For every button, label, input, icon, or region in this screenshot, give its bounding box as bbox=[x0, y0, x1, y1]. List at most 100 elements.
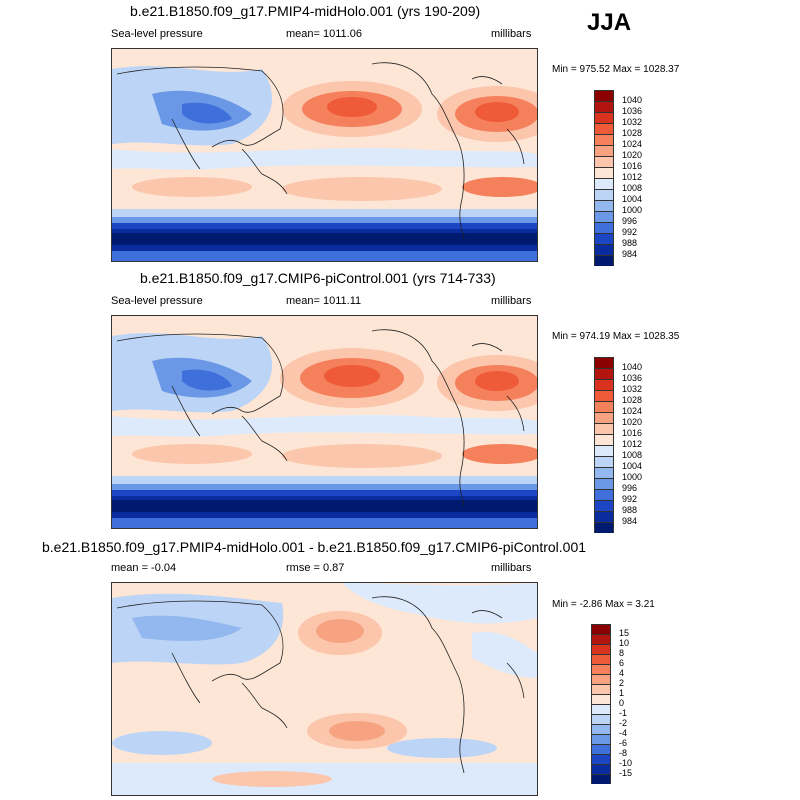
panel3-title: b.e21.B1850.f09_g17.PMIP4-midHolo.001 - … bbox=[42, 539, 587, 555]
panel1-colorbar-swatch bbox=[594, 134, 614, 145]
panel3-colorbar: 15 10 8 6 4 2 1 0 -1 -2 -4 -6 -8 -10 -15 bbox=[591, 624, 632, 784]
panel3-colorbar-swatch bbox=[591, 714, 611, 724]
panel2-map bbox=[111, 315, 538, 529]
panel3-map bbox=[111, 582, 538, 796]
panel3-colorbar-swatch bbox=[591, 674, 611, 684]
panel2-colorbar-swatch bbox=[594, 368, 614, 379]
panel2-colorbar-swatch bbox=[594, 456, 614, 467]
panel1-colorbar-label: 988 bbox=[622, 238, 638, 248]
panel1-colorbar-swatch bbox=[594, 90, 614, 101]
panel1-colorbar-label: 984 bbox=[622, 249, 638, 259]
panel1-colorbar-swatch bbox=[594, 222, 614, 233]
panel2-colorbar-label: 988 bbox=[622, 505, 638, 515]
asian-low-deep bbox=[182, 102, 232, 124]
north-atlantic-high-core bbox=[475, 102, 519, 122]
panel3-minmax: Min = -2.86 Max = 3.21 bbox=[552, 599, 655, 610]
equatorial-trough bbox=[112, 414, 537, 437]
asian-low-deep bbox=[182, 369, 232, 391]
panel3-colorbar-swatch bbox=[591, 654, 611, 664]
season-label: JJA bbox=[587, 9, 632, 36]
panel3-colorbar-label: 10 bbox=[619, 638, 630, 648]
panel3-colorbar-label: -8 bbox=[619, 748, 628, 758]
panel2-colorbar-label: 1008 bbox=[622, 450, 643, 460]
panel2-minmax: Min = 974.19 Max = 1028.35 bbox=[552, 331, 680, 342]
south-atlantic-high bbox=[462, 177, 537, 197]
panel3-colorbar-swatch bbox=[591, 754, 611, 764]
equatorial-trough bbox=[112, 147, 537, 170]
south-pacific-high bbox=[282, 177, 442, 201]
panel1-colorbar-swatch bbox=[594, 145, 614, 156]
panel2-colorbar-label: 1000 bbox=[622, 472, 643, 482]
panel2-colorbar-swatch bbox=[594, 412, 614, 423]
panel3-rmse-label: rmse = 0.87 bbox=[286, 562, 345, 574]
panel2-colorbar-swatch bbox=[594, 467, 614, 478]
panel3-colorbar-swatch bbox=[591, 734, 611, 744]
panel2-colorbar-label: 1004 bbox=[622, 461, 643, 471]
panel3-colorbar-swatch bbox=[591, 624, 611, 634]
panel2-colorbar-label: 1020 bbox=[622, 417, 643, 427]
panel2-colorbar-swatch bbox=[594, 357, 614, 368]
antarctic-fringe bbox=[112, 251, 537, 261]
panel1-colorbar-label: 1000 bbox=[622, 205, 643, 215]
north-atlantic-negative bbox=[472, 632, 537, 678]
south-atlantic-high bbox=[462, 444, 537, 464]
panel3-colorbar-swatch bbox=[591, 774, 611, 784]
panel2-variable-label: Sea-level pressure bbox=[111, 295, 203, 307]
panel1-colorbar-swatch bbox=[594, 156, 614, 167]
coastlines bbox=[116, 596, 525, 774]
panel3-colorbar-swatch bbox=[591, 664, 611, 674]
panel3-colorbar-label: 2 bbox=[619, 678, 625, 688]
panel2-colorbar-swatch bbox=[594, 478, 614, 489]
panel3-colorbar-swatch bbox=[591, 704, 611, 714]
panel1-colorbar-label: 1036 bbox=[622, 106, 643, 116]
south-indian-high bbox=[132, 444, 252, 464]
panel3-units-label: millibars bbox=[491, 562, 532, 574]
panel3-colorbar-swatch bbox=[591, 764, 611, 774]
panel3-colorbar-swatch bbox=[591, 634, 611, 644]
panel3-colorbar-label: -2 bbox=[619, 718, 628, 728]
panel2-colorbar-swatch bbox=[594, 379, 614, 390]
coastlines bbox=[116, 62, 525, 240]
southern-ocean-core bbox=[112, 233, 537, 245]
panel1-colorbar-label: 1024 bbox=[622, 139, 643, 149]
panel3-colorbar-swatch bbox=[591, 744, 611, 754]
south-indian-negative bbox=[112, 731, 212, 755]
panel1-colorbar-swatch bbox=[594, 233, 614, 244]
panel2-colorbar-label: 1040 bbox=[622, 362, 643, 372]
north-pacific-high-core bbox=[327, 97, 377, 117]
panel1-mean-label: mean= 1011.06 bbox=[286, 28, 362, 40]
panel1-variable-label: Sea-level pressure bbox=[111, 28, 203, 40]
panel3-colorbar-swatch bbox=[591, 694, 611, 704]
panel3-colorbar-swatch bbox=[591, 644, 611, 654]
panel1-colorbar-swatch bbox=[594, 200, 614, 211]
southern-ocean-positive bbox=[212, 771, 332, 787]
panel2-colorbar: 1040 1036 1032 1028 1024 1020 1016 1012 … bbox=[594, 357, 642, 533]
panel3-colorbar-label: -10 bbox=[619, 758, 633, 768]
panel1-units-label: millibars bbox=[491, 28, 532, 40]
panel1-colorbar-swatch bbox=[594, 211, 614, 222]
asia-negative-core bbox=[132, 615, 242, 641]
panel2-title: b.e21.B1850.f09_g17.CMIP6-piControl.001 … bbox=[140, 270, 496, 286]
arctic-negative-anomaly bbox=[342, 583, 537, 624]
panel2-colorbar-label: 984 bbox=[622, 516, 638, 526]
panel3-colorbar-label: 15 bbox=[619, 628, 630, 638]
panel1-colorbar-swatch bbox=[594, 189, 614, 200]
panel1-colorbar-swatch bbox=[594, 123, 614, 134]
panel1-colorbar-label: 1016 bbox=[622, 161, 643, 171]
south-pacific-high bbox=[282, 444, 442, 468]
panel2-colorbar-label: 996 bbox=[622, 483, 638, 493]
north-pacific-positive-core bbox=[316, 619, 364, 643]
panel1-colorbar-label: 1020 bbox=[622, 150, 643, 160]
panel3-colorbar-label: 4 bbox=[619, 668, 625, 678]
panel3-colorbar-swatch bbox=[591, 684, 611, 694]
panel2-colorbar-label: 1016 bbox=[622, 428, 643, 438]
panel1-colorbar-swatch bbox=[594, 101, 614, 112]
panel1-colorbar-swatch bbox=[594, 255, 614, 266]
panel1-colorbar-label: 1028 bbox=[622, 128, 643, 138]
panel1-colorbar-label: 1004 bbox=[622, 194, 643, 204]
panel3-mean-label: mean = -0.04 bbox=[111, 562, 177, 574]
panel1-colorbar-label: 996 bbox=[622, 216, 638, 226]
panel2-colorbar-swatch bbox=[594, 401, 614, 412]
panel3-colorbar-swatch bbox=[591, 724, 611, 734]
panel3-colorbar-label: 1 bbox=[619, 688, 625, 698]
